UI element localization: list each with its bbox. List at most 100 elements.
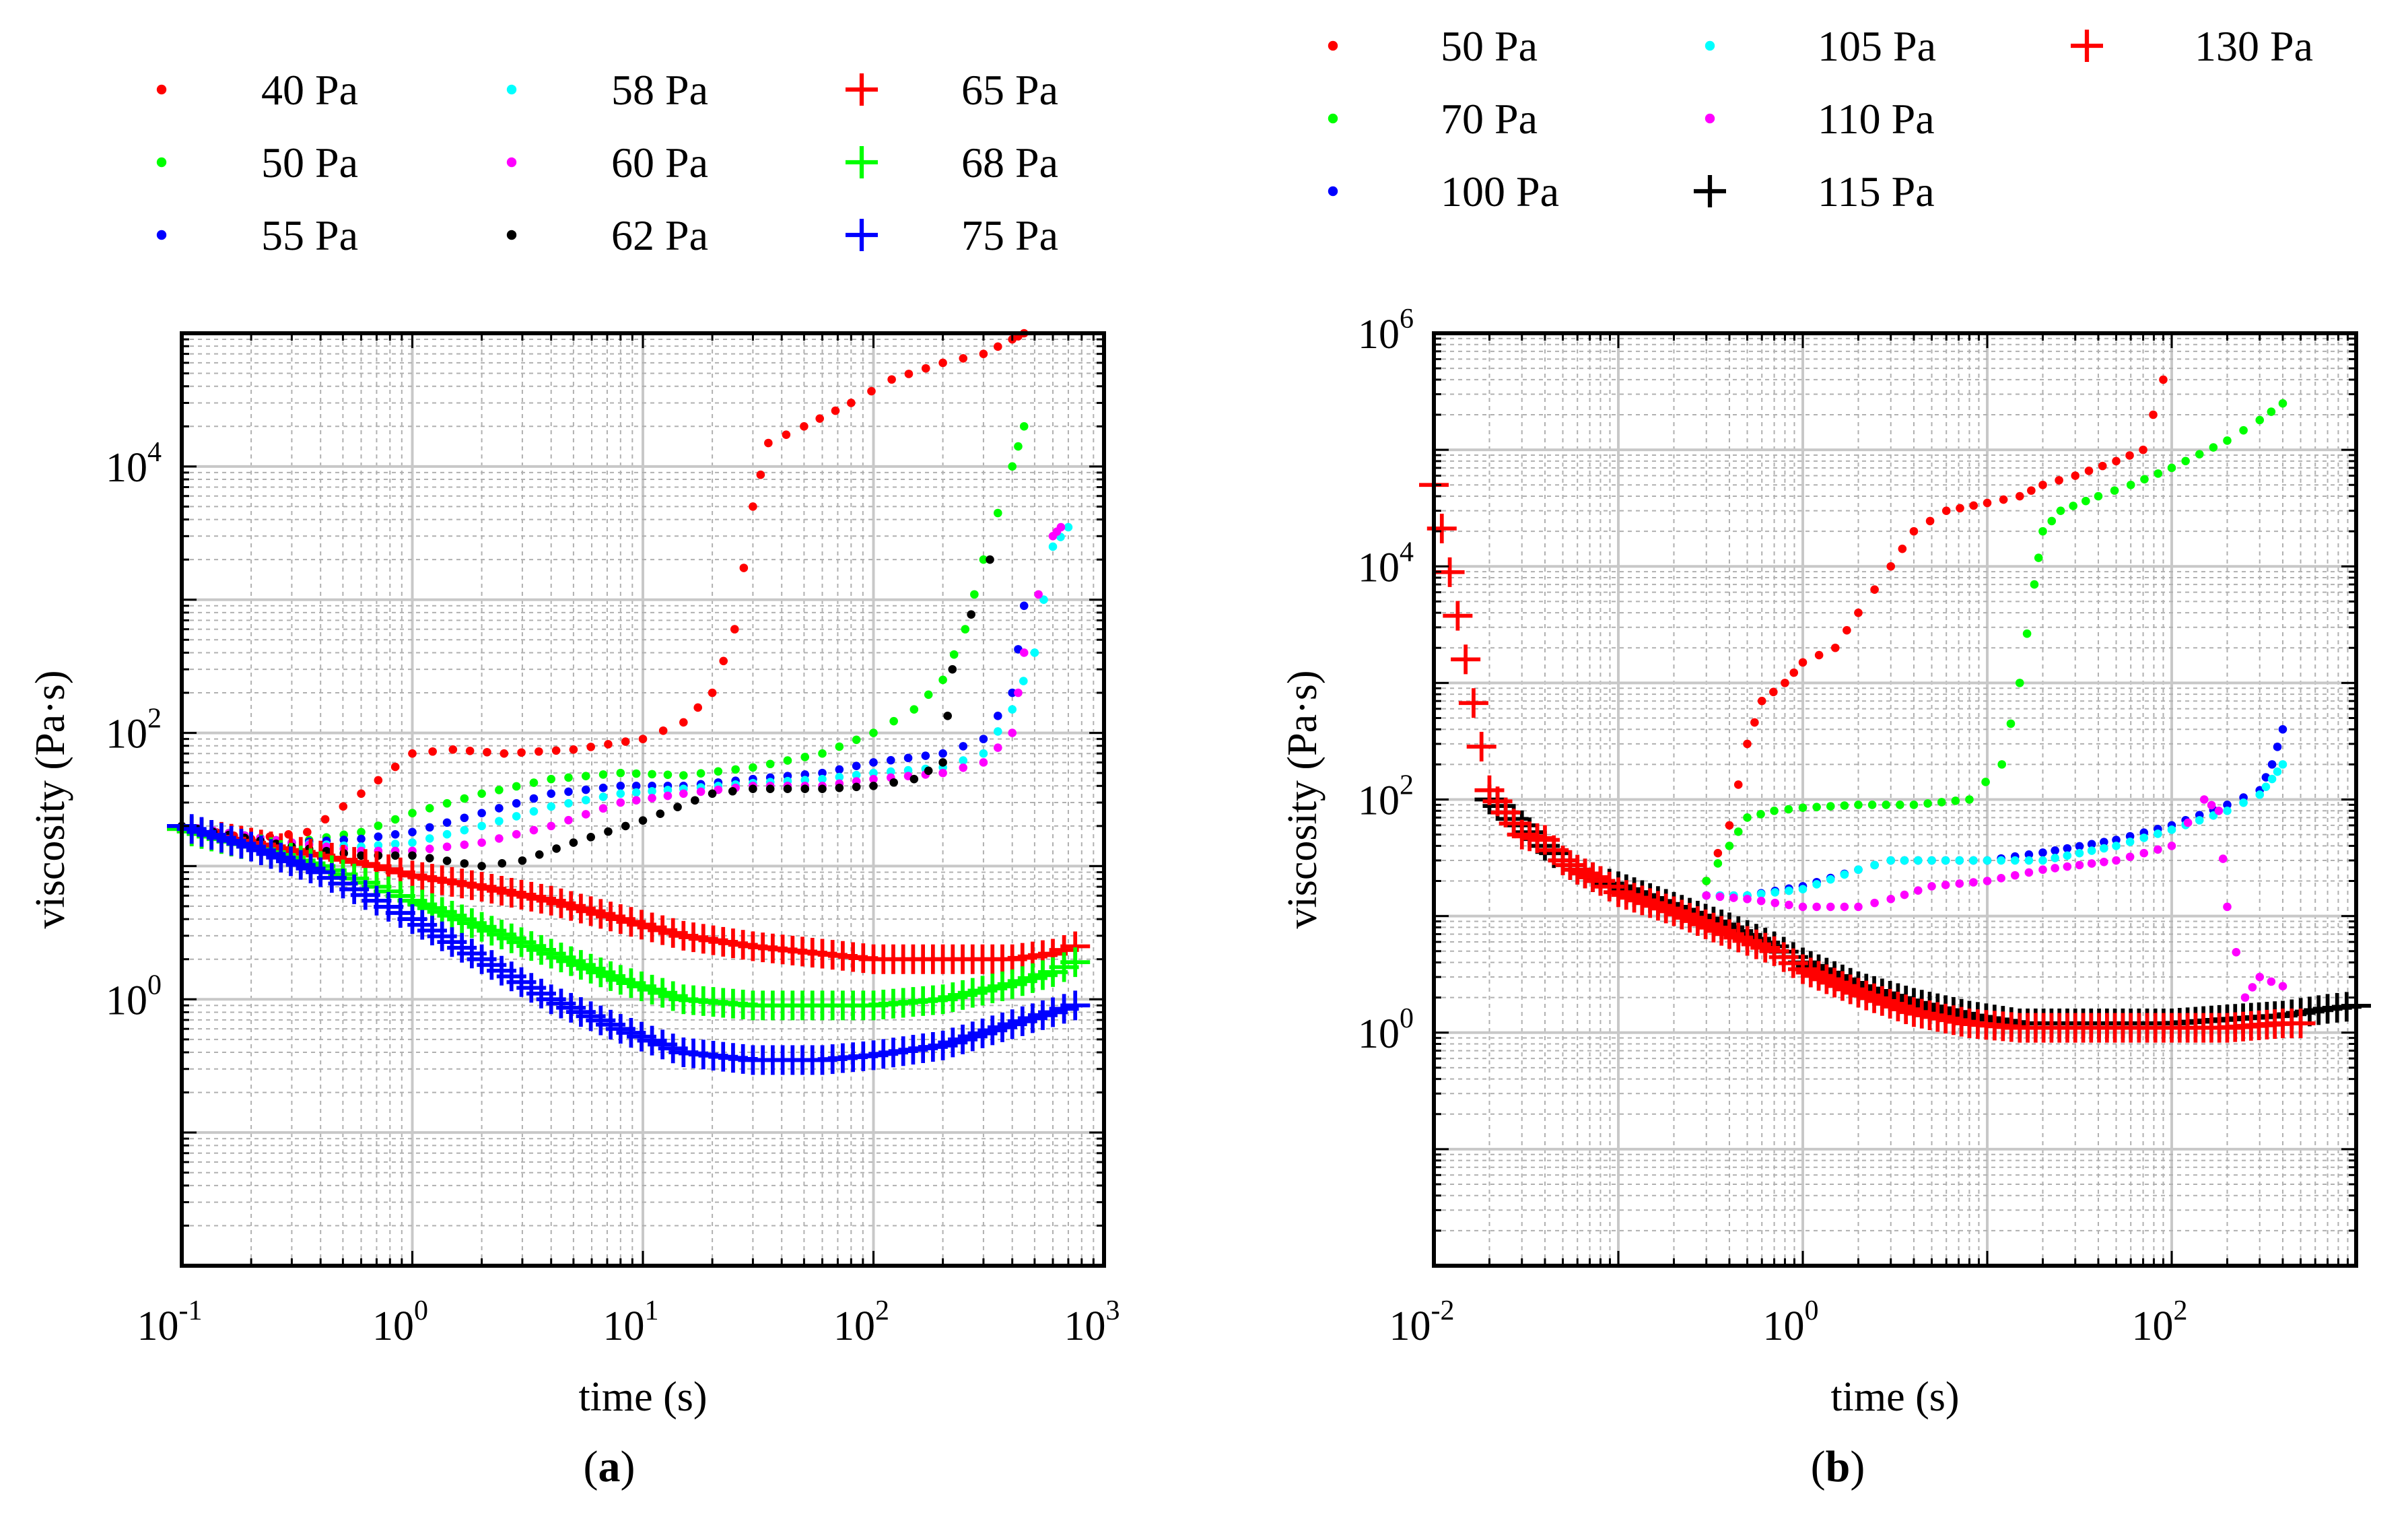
data-point (518, 856, 527, 865)
y-tick-label: 104 (106, 437, 162, 491)
data-point (390, 829, 400, 839)
legend: 40 Pa 50 Pa 55 Pa 58 Pa 60 Pa 62 Pa 65 Pa 68 Pa… (156, 66, 1058, 259)
legend-marker (506, 230, 517, 240)
data-point (390, 815, 400, 824)
data-point (1451, 644, 1481, 675)
legend-marker (1705, 40, 1715, 51)
data-point (2024, 856, 2034, 865)
data-point (800, 421, 809, 431)
series-75-pa (167, 811, 1091, 1075)
legend-label: 75 Pa (961, 211, 1058, 259)
data-point (2051, 854, 2059, 862)
data-point (1733, 827, 1743, 836)
data-point (1008, 462, 1017, 471)
data-point (1913, 856, 1923, 865)
data-point (2278, 760, 2287, 769)
data-point (800, 784, 810, 794)
data-point (442, 829, 452, 839)
data-point (1937, 798, 1946, 807)
data-point (1756, 889, 1766, 899)
legend-marker (156, 230, 167, 240)
data-point (800, 753, 810, 761)
data-point (1769, 687, 1778, 697)
data-point (886, 755, 895, 765)
data-point (1840, 902, 1849, 912)
data-point (564, 815, 573, 825)
data-point (2027, 486, 2036, 495)
data-point (2218, 854, 2228, 863)
legend-label: 70 Pa (1441, 95, 1538, 143)
data-point (1843, 978, 1873, 1008)
data-point (1826, 875, 1835, 884)
data-point (979, 735, 988, 743)
data-point (2159, 375, 2168, 384)
data-point (2056, 506, 2065, 515)
data-point (390, 762, 400, 772)
data-point (1019, 648, 1029, 657)
grid (180, 333, 1104, 1267)
data-point (2278, 724, 2287, 734)
legend-item: 62 Pa (506, 211, 708, 259)
legend-label: 60 Pa (611, 139, 708, 186)
data-point (1014, 442, 1023, 451)
data-point (2181, 456, 2190, 466)
legend-marker (846, 73, 878, 106)
data-point (869, 728, 878, 737)
data-point (1030, 648, 1039, 657)
data-point (1909, 526, 1919, 536)
data-point (581, 810, 590, 819)
data-point (425, 854, 434, 862)
data-point (2100, 844, 2108, 853)
legend-label: 130 Pa (2195, 22, 2313, 70)
data-point (2255, 415, 2265, 425)
data-point (1039, 595, 1048, 605)
legend-label: 50 Pa (261, 139, 358, 186)
data-point (2154, 829, 2162, 838)
y-tick-label: 100 (106, 969, 162, 1023)
data-point (887, 375, 896, 384)
data-point (1798, 885, 1808, 894)
data-point (1870, 860, 1879, 870)
data-point (979, 758, 988, 767)
data-point (2038, 480, 2047, 489)
data-point (1458, 688, 1488, 718)
y-axis-title: viscosity (Pa·s) (28, 670, 73, 928)
data-point (1900, 856, 1909, 865)
data-point (2240, 993, 2250, 1002)
data-point (1886, 856, 1896, 865)
data-point (2071, 471, 2080, 480)
legend-label: 62 Pa (611, 211, 708, 259)
data-point (547, 802, 556, 811)
y-tick-label: 106 (1358, 304, 1414, 358)
data-point (460, 859, 469, 868)
data-point (663, 770, 673, 780)
data-point (1891, 994, 1921, 1025)
data-point (1941, 881, 1950, 889)
data-point (869, 758, 878, 767)
data-point (2010, 871, 2020, 880)
legend-marker (506, 84, 517, 95)
data-point (1611, 880, 1641, 910)
data-point (374, 776, 383, 785)
data-point (2030, 580, 2039, 589)
data-point (631, 788, 641, 797)
data-point (2087, 840, 2096, 849)
data-point (512, 812, 521, 821)
data-point (1909, 801, 1919, 809)
data-point (1854, 608, 1863, 617)
data-point (2100, 838, 2108, 846)
data-point (569, 745, 578, 754)
x-tick-label: 101 (603, 1295, 659, 1349)
x-tick-label: 102 (833, 1295, 889, 1349)
data-point (460, 813, 469, 823)
data-point (2267, 774, 2277, 784)
data-point (2063, 851, 2072, 860)
data-point (2100, 858, 2108, 866)
data-point (1443, 601, 1473, 631)
data-point (1859, 983, 1890, 1013)
data-point (2084, 467, 2094, 475)
data-point (1725, 821, 1734, 830)
series-50-pa (1702, 375, 2168, 885)
legend-label: 68 Pa (961, 139, 1058, 186)
data-point (959, 756, 968, 765)
